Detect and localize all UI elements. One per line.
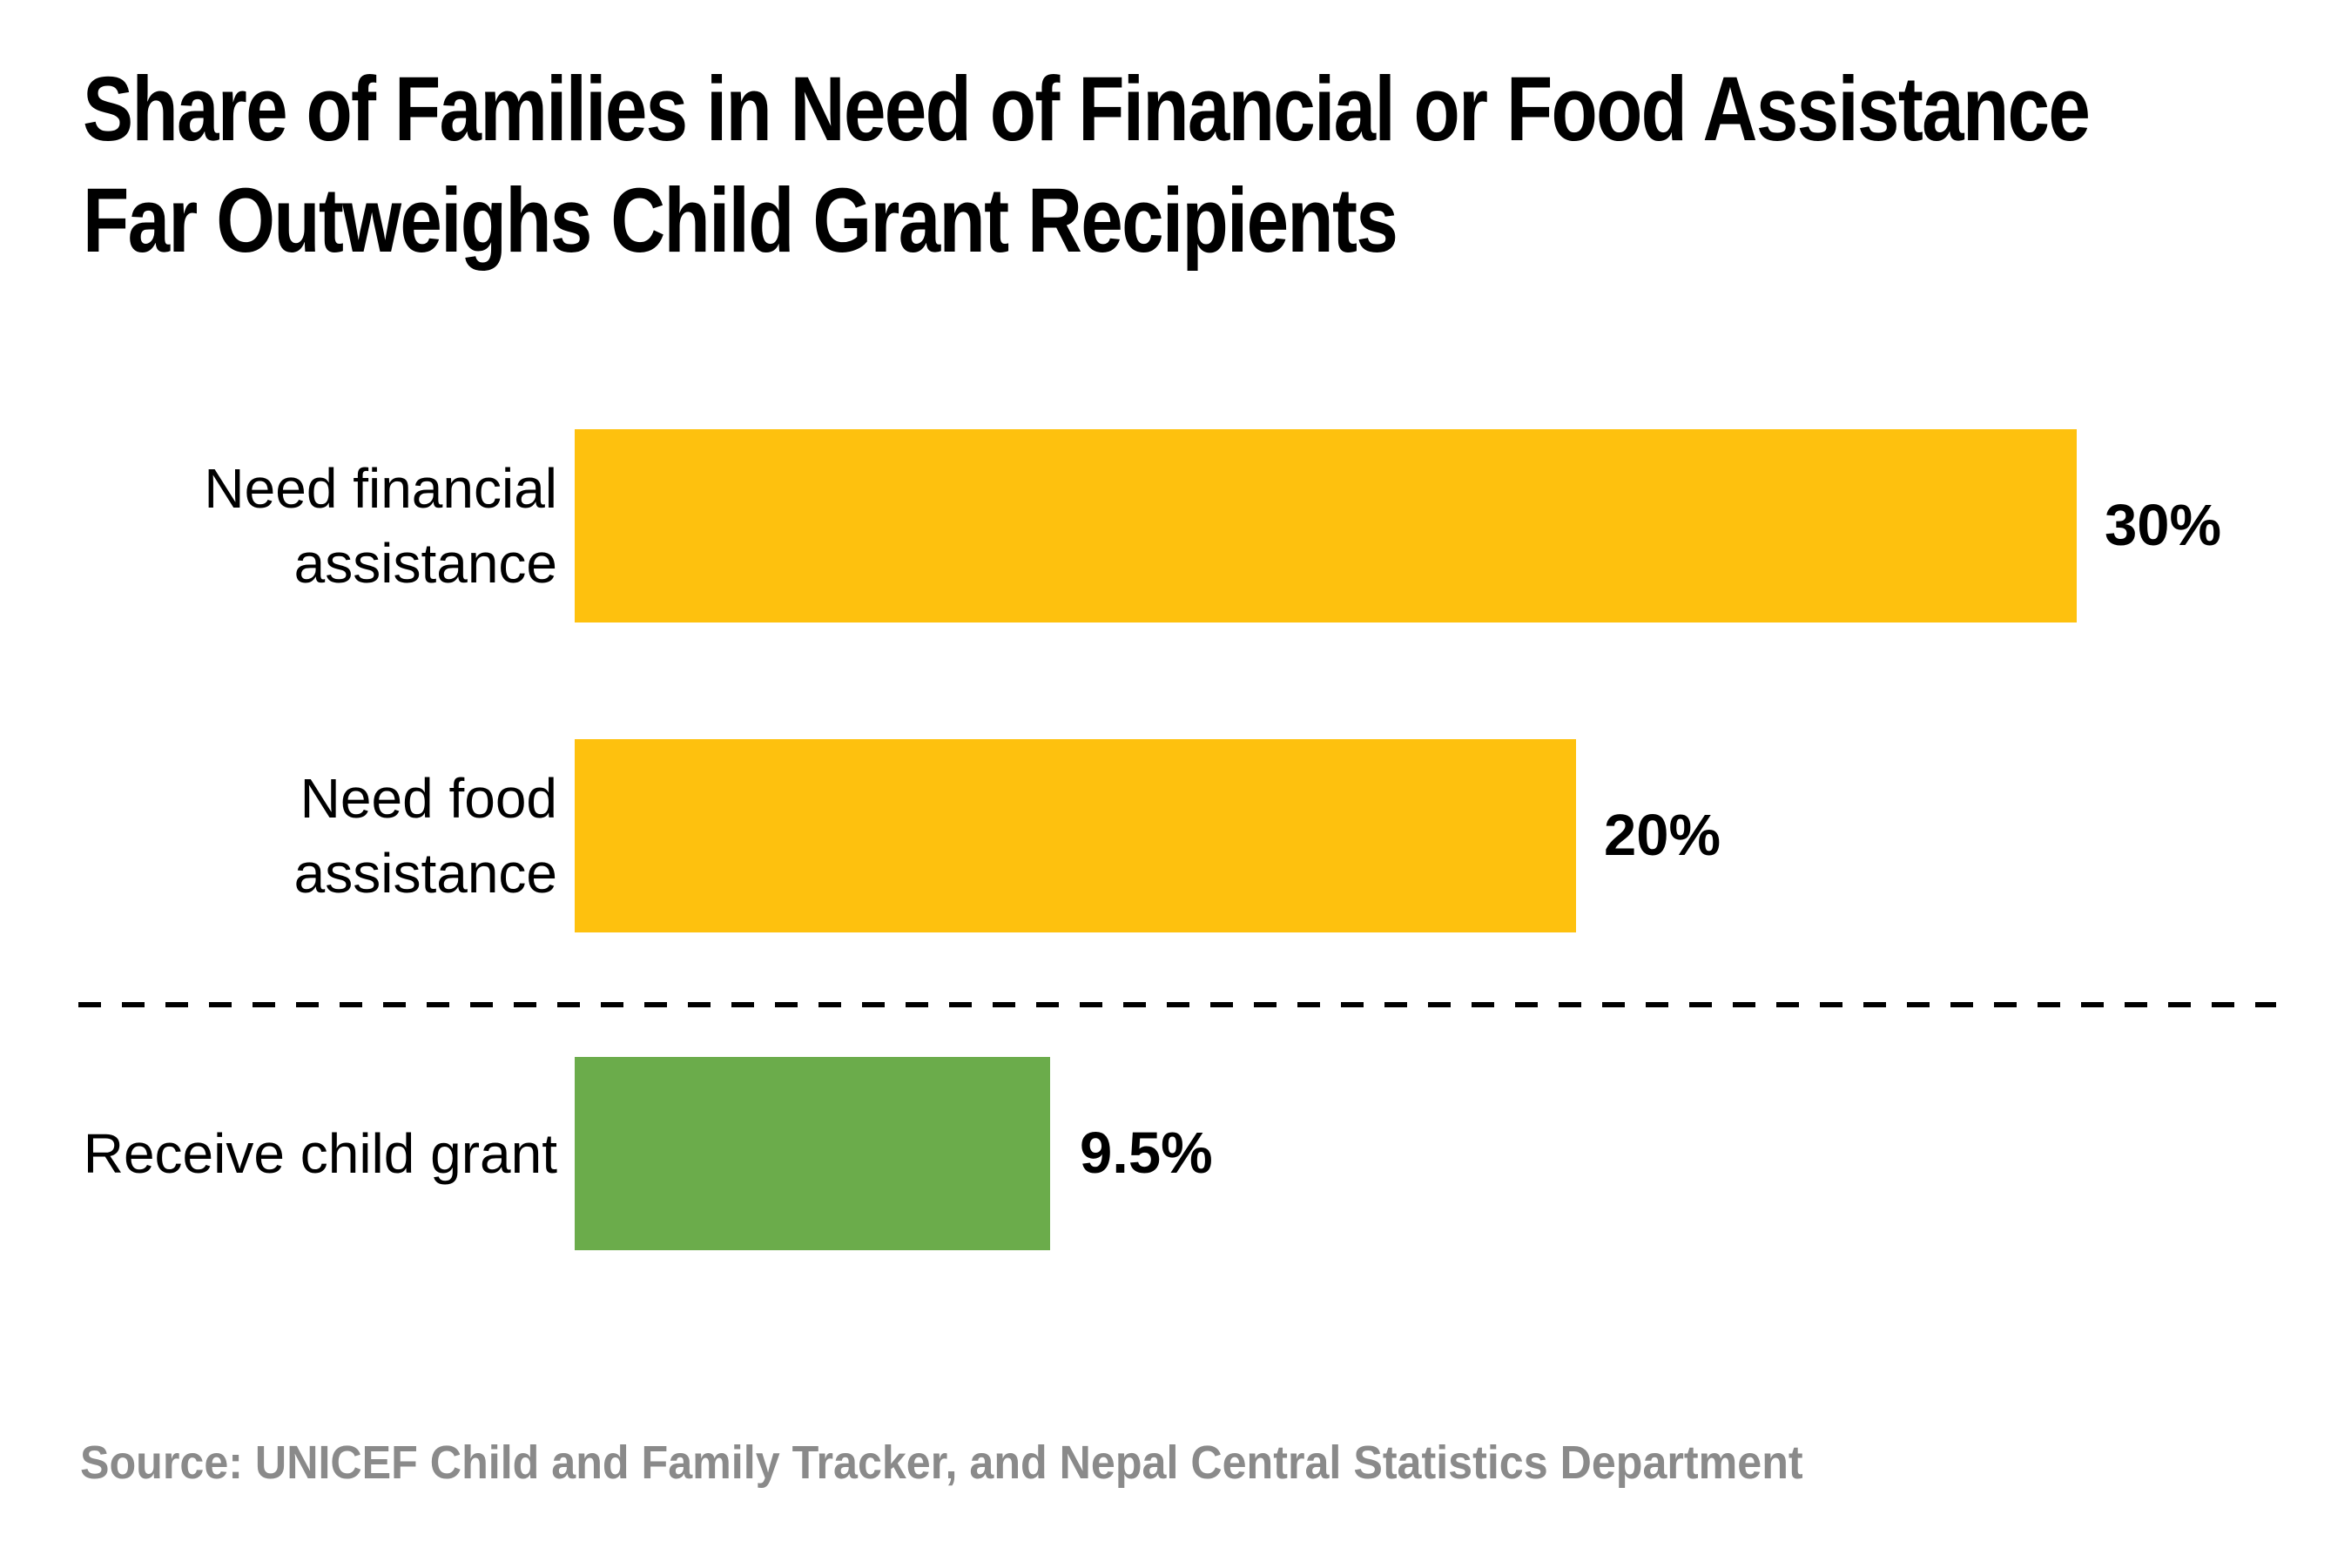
value-label-need-food-assistance: 20% (1604, 803, 1721, 868)
category-label-line: Receive child grant (83, 1122, 557, 1185)
bar-receive-child-grant (575, 1057, 1050, 1250)
value-label-receive-child-grant: 9.5% (1080, 1120, 1213, 1186)
chart-title-line-1: Share of Families in Need of Financial o… (83, 58, 2091, 160)
category-label-need-financial-assistance: Need financial assistance (0, 451, 557, 601)
dashed-separator-line (78, 1002, 2276, 1007)
category-label-line: assistance (293, 532, 557, 595)
category-label-receive-child-grant: Receive child grant (0, 1116, 557, 1191)
category-label-line: Need food (300, 767, 557, 830)
bar-need-financial-assistance (575, 429, 2077, 622)
category-label-line: Need financial (204, 457, 557, 520)
category-label-need-food-assistance: Need food assistance (0, 761, 557, 911)
value-label-need-financial-assistance: 30% (2105, 493, 2222, 558)
bar-need-food-assistance (575, 739, 1576, 932)
chart-title-line-2: Far Outweighs Child Grant Recipients (83, 170, 1398, 272)
category-label-line: assistance (293, 842, 557, 905)
source-note: Source: UNICEF Child and Family Tracker,… (80, 1437, 1803, 1489)
chart-title: Share of Families in Need of Financial o… (83, 54, 2351, 277)
